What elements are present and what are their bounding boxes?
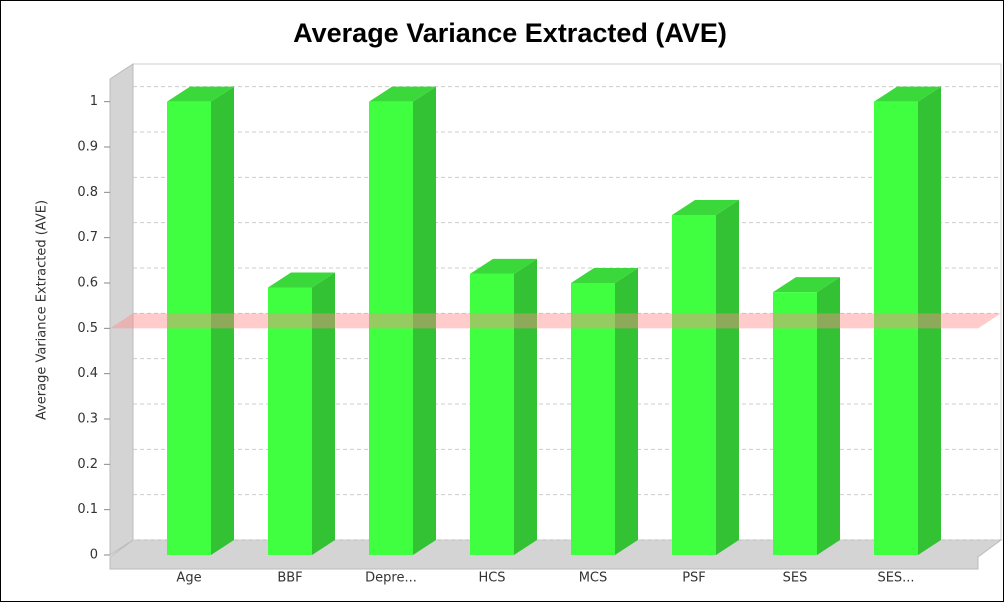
bar [571,268,638,555]
bar-side [918,86,941,556]
bar-side [716,200,739,555]
bar-front [470,273,514,555]
x-tick-label: Depre... [365,571,417,586]
bar-front [773,292,817,555]
y-tick-label: 0.3 [77,412,98,427]
bar [773,277,840,555]
bar [369,86,436,556]
x-tick-label: HCS [478,571,505,586]
bar-top [268,272,335,288]
bar-side [312,272,335,555]
x-tick-label: SES... [877,571,914,586]
x-tick-label: SES [783,571,808,586]
bar-side [413,86,436,556]
bar-front [571,283,615,555]
threshold-band [110,313,1001,329]
bar-top [773,277,840,293]
bar-top [571,268,638,283]
bar [167,86,234,556]
x-tick-label: PSF [682,571,706,586]
y-tick-label: 0.7 [77,230,98,245]
x-tick-label: Age [176,571,201,586]
bar-top [369,86,436,102]
bar-front [874,101,918,556]
bar [268,272,335,555]
bar-top [874,86,941,102]
bar-top [167,86,234,102]
bar-front [369,101,413,556]
y-axis-label: Average Variance Extracted (AVE) [35,200,50,420]
x-tick-label: BBF [277,571,302,586]
bar-top [672,200,739,215]
bar-side [817,277,840,555]
bar-side [615,268,638,555]
y-tick-label: 0.4 [77,366,98,381]
floor [109,539,1003,570]
bar [874,86,941,556]
y-tick-label: 0.5 [77,321,98,336]
y-tick-label: 0 [90,548,98,563]
x-tick-label: MCS [579,571,608,586]
y-tick-label: 0.1 [77,502,98,517]
back-wall [132,63,1002,541]
y-tick-label: 0.6 [77,276,98,291]
bar-front [167,101,211,556]
left-wall [109,63,134,556]
y-tick-label: 0.2 [77,457,98,472]
bar-side [211,86,234,556]
y-tick-label: 0.8 [77,185,98,200]
y-tick-label: 0.9 [77,140,98,155]
chart-title: Average Variance Extracted (AVE) [293,18,727,48]
bar [672,200,739,555]
bar-side [514,258,537,555]
bar [470,258,537,555]
y-tick-label: 1 [90,94,98,109]
bar-top [470,258,537,274]
bar-front [268,287,312,555]
bar-front [672,215,716,555]
